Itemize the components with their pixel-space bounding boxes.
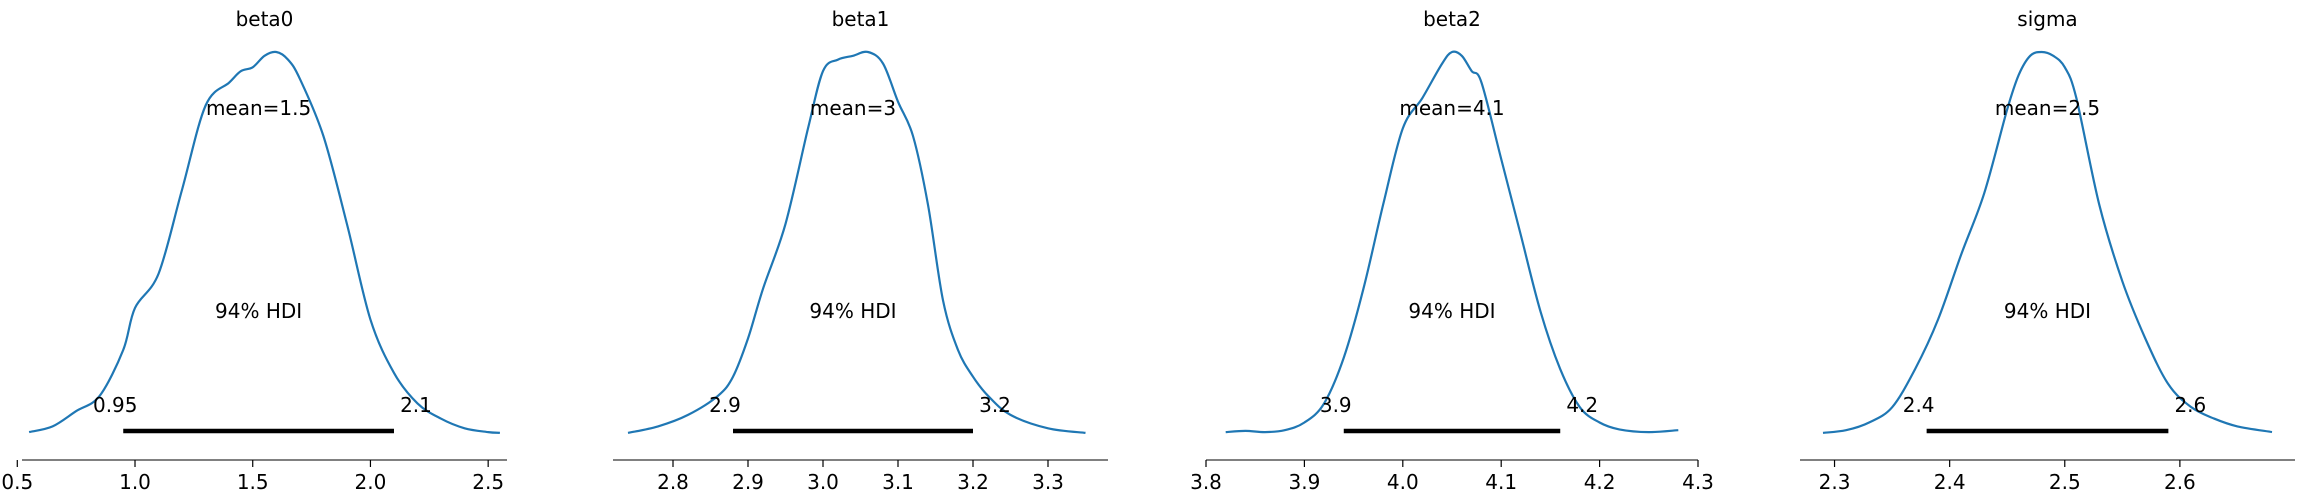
- x-tick-label: 4.2: [1584, 470, 1616, 494]
- hdi-high-label: 2.6: [2174, 393, 2206, 417]
- x-tick-label: 2.8: [657, 470, 689, 494]
- mean-label: mean=2.5: [1995, 96, 2100, 120]
- hdi-high-label: 4.2: [1566, 393, 1598, 417]
- x-tick-label: 1.5: [237, 470, 269, 494]
- x-tick-label: 2.9: [732, 470, 764, 494]
- hdi-label: 94% HDI: [2004, 299, 2091, 323]
- x-tick-label: 3.3: [1032, 470, 1064, 494]
- hdi-low-label: 3.9: [1320, 393, 1352, 417]
- x-tick-label: 4.1: [1485, 470, 1517, 494]
- mean-label: mean=1.5: [206, 96, 311, 120]
- x-tick-label: 2.3: [1819, 470, 1851, 494]
- density-curve: [1822, 50, 2273, 434]
- mean-label: mean=4.1: [1399, 96, 1504, 120]
- hdi-low-label: 0.95: [93, 393, 138, 417]
- hdi-high-label: 3.2: [979, 393, 1011, 417]
- x-tick-label: 2.6: [2164, 470, 2196, 494]
- chart-title: sigma: [2017, 7, 2077, 31]
- x-tick-label: 3.8: [1190, 470, 1222, 494]
- x-tick-label: 2.5: [472, 470, 504, 494]
- x-tick-label: 4.0: [1387, 470, 1419, 494]
- x-tick-label: 2.0: [355, 470, 387, 494]
- density-curve: [627, 50, 1086, 434]
- x-tick-label: 3.0: [807, 470, 839, 494]
- x-tick-label: 3.9: [1288, 470, 1320, 494]
- hdi-label: 94% HDI: [1408, 299, 1495, 323]
- density-curve: [28, 50, 501, 434]
- x-tick-label: 4.3: [1682, 470, 1714, 494]
- hdi-label: 94% HDI: [215, 299, 302, 323]
- x-tick-label: 3.2: [957, 470, 989, 494]
- hdi-low-label: 2.4: [1903, 393, 1935, 417]
- density-curve: [1225, 50, 1679, 434]
- x-tick-label: 1.0: [119, 470, 151, 494]
- x-tick-label: 3.1: [882, 470, 914, 494]
- x-tick-label: 2.4: [1934, 470, 1966, 494]
- chart-title: beta0: [236, 7, 294, 31]
- hdi-low-label: 2.9: [709, 393, 741, 417]
- x-tick-label: 2.5: [2049, 470, 2081, 494]
- chart-title: beta2: [1423, 7, 1481, 31]
- hdi-high-label: 2.1: [400, 393, 432, 417]
- x-tick-label: 0.5: [1, 470, 33, 494]
- chart-title: beta1: [832, 7, 890, 31]
- hdi-label: 94% HDI: [809, 299, 896, 323]
- mean-label: mean=3: [810, 96, 896, 120]
